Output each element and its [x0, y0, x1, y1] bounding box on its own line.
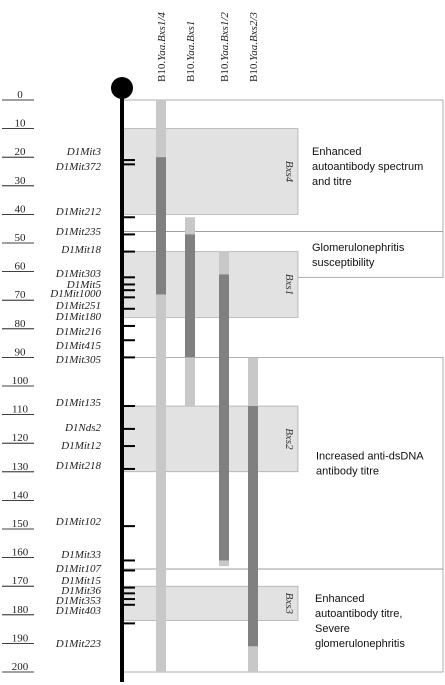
marker-label-D1Mit353: D1Mit353: [55, 595, 102, 607]
strain-bar-dark-1: [185, 234, 195, 358]
phenotype-label-2-0: Increased anti-dsDNA: [316, 451, 424, 463]
chromosome-axis: [111, 77, 133, 682]
qtl-region-Bxs2: [121, 405, 299, 473]
qtl-regions: [121, 128, 299, 621]
strain-label-2: B10.Yaa.Bxs1/2: [219, 12, 231, 82]
centromere: [111, 77, 133, 99]
qtl-region-Bxs4: [121, 128, 299, 215]
scale-label-60: 60: [15, 261, 27, 273]
marker-labels: D1Mit3 D1Mit372 D1Mit212 D1Mit235 D1Mit18 D1M…: [49, 146, 135, 650]
strain-label-0: B10.Yaa.Bxs1/4: [156, 12, 168, 82]
phenotype-label-3-0: Enhanced: [315, 593, 365, 605]
strain-bar-dark-3: [248, 406, 258, 647]
strain-bar-dark-2: [219, 274, 229, 561]
scale-label-110: 110: [12, 404, 29, 416]
strain-labels: B10.Yaa.Bxs1/4 B10.Yaa.Bxs1 B10.Yaa.Bxs1/2…: [156, 12, 260, 82]
phenotype-label-0-0: Enhanced: [312, 146, 362, 158]
scale-label-200: 200: [12, 661, 29, 673]
marker-label-D1Mit216: D1Mit216: [55, 326, 102, 338]
phenotype-label-2-1: antibody titre: [316, 466, 379, 478]
scale-label-40: 40: [15, 203, 27, 215]
strain-bar-light-0: [156, 100, 166, 672]
marker-label-D1Nds2: D1Nds2: [64, 422, 102, 434]
scale-label-20: 20: [15, 146, 27, 158]
congenic-strain-bars: [156, 100, 258, 672]
marker-label-D1Mit5: D1Mit5: [66, 279, 102, 291]
phenotype-label-3-2: Severe: [315, 623, 350, 635]
marker-label-D1Mit3: D1Mit3: [66, 146, 102, 158]
marker-label-D1Mit135: D1Mit135: [55, 397, 102, 409]
marker-label-D1Mit180: D1Mit180: [55, 311, 102, 323]
scale-label-50: 50: [15, 232, 27, 244]
marker-label-D1Mit212: D1Mit212: [55, 206, 102, 218]
marker-label-D1Mit223: D1Mit223: [55, 638, 102, 650]
phenotype-label-1-1: susceptibility: [312, 257, 375, 269]
marker-label-D1Mit33: D1Mit33: [60, 549, 101, 561]
marker-label-D1Mit218: D1Mit218: [55, 460, 102, 472]
qtl-label-Bxs3: Bxs3: [283, 593, 295, 615]
scale-label-170: 170: [12, 575, 29, 587]
scale-label-190: 190: [12, 632, 29, 644]
phenotype-label-0-2: and titre: [312, 176, 352, 188]
qtl-label-Bxs1: Bxs1: [283, 274, 295, 295]
marker-label-D1Mit305: D1Mit305: [55, 354, 102, 366]
marker-label-D1Mit303: D1Mit303: [55, 268, 102, 280]
strain-bar-dark-0: [156, 157, 166, 295]
phenotype-labels: Enhanced autoantibody spectrum and titre Gl…: [312, 146, 424, 650]
phenotype-label-0-1: autoantibody spectrum: [312, 161, 423, 173]
marker-label-D1Mit1000: D1Mit1000: [49, 288, 101, 300]
strain-label-3: B10.Yaa.Bxs2/3: [248, 12, 260, 82]
scale-label-160: 160: [12, 547, 29, 559]
marker-label-D1Mit102: D1Mit102: [55, 516, 102, 528]
marker-label-D1Mit107: D1Mit107: [55, 563, 102, 575]
marker-label-D1Mit18: D1Mit18: [60, 244, 101, 256]
cm-scale: 0 10 20 30 40 50 60 70 80 90 100 110 120 130 140 150 160…: [2, 89, 34, 673]
scale-label-10: 10: [15, 118, 27, 130]
scale-label-140: 140: [12, 489, 29, 501]
marker-label-D1Mit15: D1Mit15: [60, 575, 101, 587]
scale-label-120: 120: [12, 432, 29, 444]
phenotype-label-3-1: autoantibody titre,: [315, 608, 402, 620]
marker-label-D1Mit36: D1Mit36: [60, 585, 101, 597]
qtl-region-Bxs1: [121, 251, 299, 318]
scale-label-180: 180: [12, 604, 29, 616]
scale-label-0: 0: [17, 89, 23, 101]
marker-label-D1Mit235: D1Mit235: [55, 226, 102, 238]
phenotype-label-1-0: Glomerulonephritis: [312, 242, 405, 254]
scale-label-90: 90: [15, 346, 27, 358]
qtl-labels: Bxs4 Bxs1 Bxs2 Bxs3: [283, 161, 295, 615]
marker-label-D1Mit12: D1Mit12: [60, 440, 101, 452]
scale-label-150: 150: [12, 518, 29, 530]
marker-label-D1Mit372: D1Mit372: [55, 161, 102, 173]
scale-label-130: 130: [12, 461, 29, 473]
qtl-region-Bxs3: [121, 585, 299, 621]
qtl-label-Bxs4: Bxs4: [283, 161, 295, 183]
scale-label-70: 70: [15, 289, 27, 301]
scale-label-80: 80: [15, 318, 27, 330]
marker-label-D1Mit403: D1Mit403: [55, 605, 102, 617]
scale-label-30: 30: [15, 175, 27, 187]
phenotype-label-3-3: glomerulonephritis: [315, 638, 405, 650]
qtl-label-Bxs2: Bxs2: [283, 428, 295, 450]
marker-label-D1Mit415: D1Mit415: [55, 340, 102, 352]
marker-label-D1Mit251: D1Mit251: [55, 300, 101, 312]
scale-label-100: 100: [12, 375, 29, 387]
strain-label-1: B10.Yaa.Bxs1: [185, 21, 197, 82]
